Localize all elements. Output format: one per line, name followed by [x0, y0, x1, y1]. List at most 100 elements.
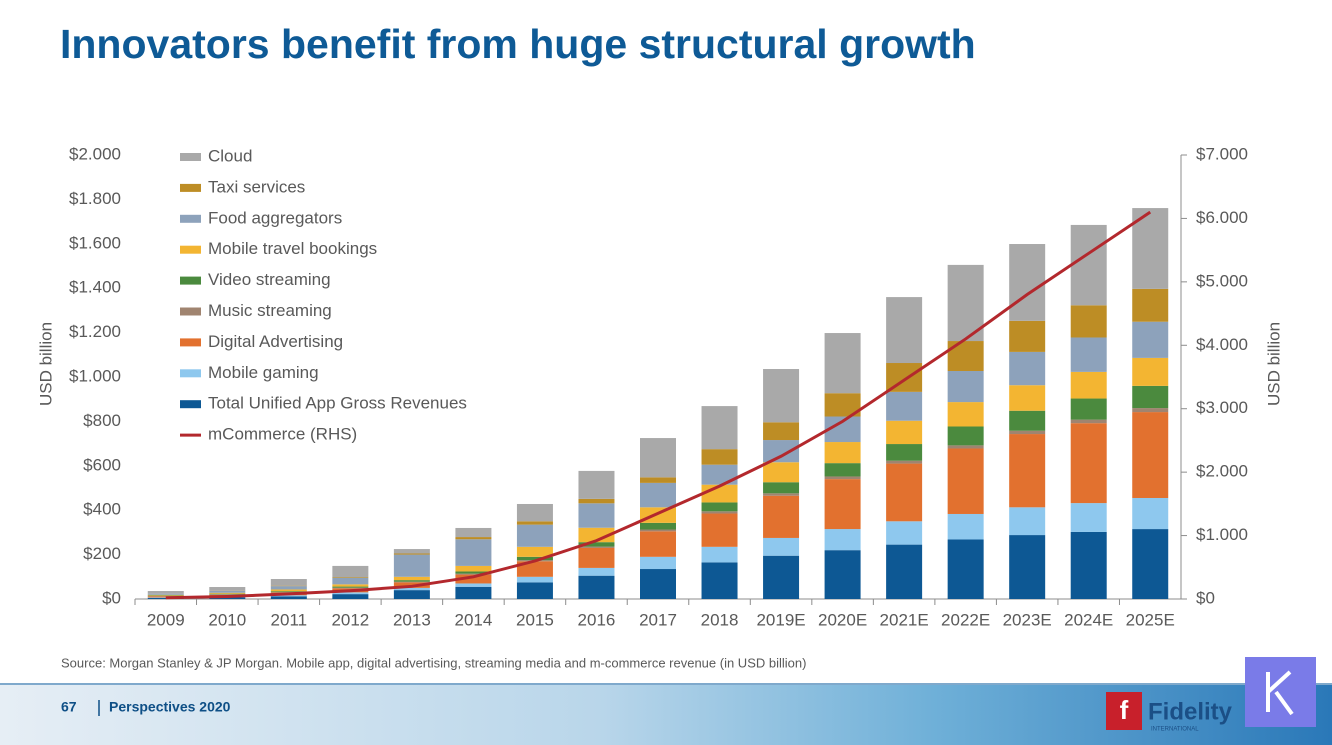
bar-segment — [1070, 503, 1107, 532]
bar-segment — [640, 438, 676, 478]
legend-label: Mobile travel bookings — [208, 239, 377, 258]
bar-segment — [1009, 244, 1046, 321]
bar-segment — [578, 498, 615, 504]
x-tick-label: 2023E — [1003, 610, 1052, 629]
y-tick-label: $200 — [83, 544, 121, 563]
legend-swatch — [180, 245, 201, 254]
bar-segment — [393, 581, 430, 583]
bar-segment — [147, 597, 184, 599]
bar-segment — [640, 569, 676, 599]
bar-segment — [886, 460, 923, 464]
bar-segment — [1070, 337, 1107, 372]
legend-label: Video streaming — [208, 270, 331, 289]
bar-segment — [824, 550, 861, 599]
legend-label: Total Unified App Gross Revenues — [208, 394, 467, 413]
y2-tick-label: $4.000 — [1196, 335, 1248, 354]
bar-segment — [947, 371, 984, 403]
bar-segment — [763, 493, 800, 496]
x-tick-label: 2015 — [516, 610, 554, 629]
legend-swatch — [180, 369, 201, 378]
bar-segment — [270, 591, 307, 593]
bar-segment — [393, 553, 430, 555]
legend-label: Food aggregators — [208, 208, 342, 227]
bar-segment — [578, 503, 615, 528]
y2-tick-label: $7.000 — [1196, 144, 1248, 163]
bar-segment — [763, 462, 800, 483]
bar-segment — [886, 444, 923, 461]
bar-segment — [455, 565, 492, 572]
bar-segment — [1009, 320, 1046, 352]
bar-segment — [455, 537, 492, 540]
y2-tick-label: $3.000 — [1196, 398, 1248, 417]
brand-name: Fidelity — [1148, 698, 1233, 725]
bar-segment — [824, 442, 861, 464]
bar-segment — [147, 591, 184, 594]
bar-segment — [947, 426, 984, 446]
bar-segment — [1132, 357, 1169, 386]
bar-segment — [947, 341, 984, 372]
y-tick-label: $1.600 — [69, 233, 121, 252]
bar-segment — [332, 565, 369, 578]
legend-label: Cloud — [208, 146, 252, 165]
bar-segment — [886, 521, 923, 545]
y-tick-label: $1.800 — [69, 189, 121, 208]
legend-label: Music streaming — [208, 301, 332, 320]
bar-segment — [824, 333, 861, 394]
bar-segment — [578, 567, 615, 576]
bar-segment — [824, 479, 861, 530]
bar-segment — [1009, 535, 1046, 599]
bar-segment — [332, 587, 369, 589]
bar-segment — [270, 579, 307, 586]
line-series — [165, 210, 1152, 600]
bar-segment — [516, 524, 553, 547]
bar-segment — [147, 594, 184, 596]
bar-segment — [209, 591, 246, 593]
x-tick-label: 2021E — [880, 610, 929, 629]
y2-tick-label: $1.000 — [1196, 525, 1248, 544]
bar-segment — [393, 554, 430, 577]
y2-tick-label: $0 — [1196, 588, 1215, 607]
bar-segment — [947, 402, 984, 427]
bar-segment — [886, 544, 923, 599]
bar-segment — [455, 539, 492, 566]
bar-segment — [270, 586, 307, 590]
bar-segment — [516, 546, 553, 557]
bar-segment — [209, 587, 246, 591]
bar-segment — [1070, 419, 1107, 424]
bar-segment — [763, 555, 800, 599]
legend-swatch — [180, 276, 201, 285]
legend-label: Mobile gaming — [208, 363, 319, 382]
bar-segment — [701, 562, 738, 599]
y2-axis-label: USD billion — [1264, 322, 1283, 406]
bar-segment — [947, 513, 984, 540]
legend-label: mCommerce (RHS) — [208, 425, 357, 444]
bar-segment — [763, 495, 800, 538]
bar-segment — [1009, 507, 1046, 536]
bar-segment — [701, 511, 738, 514]
y-tick-label: $800 — [83, 411, 121, 430]
page-number: 67 — [61, 699, 77, 715]
bar-segment — [640, 556, 676, 570]
y-axis-label: USD billion — [36, 322, 55, 406]
x-tick-label: 2011 — [271, 610, 308, 629]
bar-segment — [763, 482, 800, 494]
bar-segment — [147, 593, 184, 595]
title: Innovators benefit from huge structural … — [60, 21, 976, 67]
bar-segment — [886, 463, 923, 522]
y-tick-label: $0 — [102, 588, 121, 607]
y2-tick-label: $6.000 — [1196, 208, 1248, 227]
bar-segment — [886, 297, 923, 364]
x-tick-label: 2024E — [1064, 610, 1113, 629]
bar-segment — [578, 527, 615, 543]
source-note: Source: Morgan Stanley & JP Morgan. Mobi… — [61, 655, 806, 670]
y2-tick-label: $5.000 — [1196, 271, 1248, 290]
bar-segment — [763, 440, 800, 463]
bar-segment — [1132, 321, 1169, 358]
bar-segment — [824, 476, 861, 480]
bar-segment — [393, 580, 430, 582]
bar-segment — [1070, 398, 1107, 420]
legend-swatch — [180, 307, 201, 316]
x-tick-label: 2018 — [701, 610, 739, 629]
